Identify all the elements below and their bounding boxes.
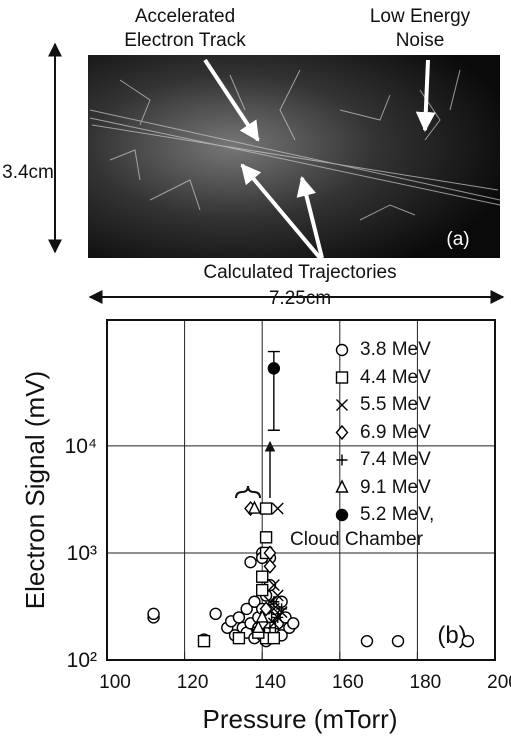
brace	[235, 485, 261, 499]
legend-label: 3.8 MeV	[360, 339, 431, 360]
track-label: Electron Track	[124, 30, 246, 51]
marker	[461, 634, 475, 648]
legend-marker	[335, 343, 349, 357]
marker	[197, 634, 211, 648]
marker	[209, 607, 222, 621]
marker	[264, 622, 276, 634]
x-tick-label: 160	[332, 672, 364, 693]
legend-label: 7.4 MeV	[360, 449, 431, 470]
marker	[256, 583, 269, 597]
noise-label: Low Energy	[370, 6, 471, 27]
photo-tracks	[89, 69, 501, 221]
x-axis-title: Pressure (mTorr)	[202, 704, 397, 734]
legend-marker	[336, 454, 348, 466]
trajectory-label: Calculated Trajectories	[203, 262, 396, 283]
height-label: 3.4cm	[2, 162, 54, 183]
x-tick-label: 180	[410, 672, 442, 693]
marker	[267, 362, 281, 375]
marker	[276, 603, 288, 615]
marker	[256, 570, 269, 583]
x-tick-label: 200	[487, 672, 511, 693]
marker	[248, 595, 261, 608]
marker	[251, 619, 265, 633]
width-label: 7.25cm	[269, 288, 331, 309]
marker	[267, 631, 281, 645]
marker	[255, 609, 269, 623]
legend-label: 4.4 MeV	[360, 366, 431, 388]
marker	[272, 611, 284, 623]
marker	[232, 611, 246, 624]
legend-marker	[335, 371, 349, 384]
plot-frame	[106, 319, 496, 661]
marker	[271, 502, 284, 515]
noise-label: Noise	[396, 30, 445, 51]
legend-marker	[336, 399, 348, 411]
marker	[247, 500, 262, 514]
legend-marker	[335, 479, 349, 493]
legend-label: 9.1 MeV	[360, 476, 431, 498]
marker	[263, 558, 277, 574]
legend-label: 5.5 MeV	[360, 394, 431, 415]
y-tick-label: 10²	[67, 649, 97, 672]
x-tick-label: 100	[99, 672, 131, 693]
marker	[287, 617, 300, 630]
marker	[259, 531, 273, 544]
panel-label: (a)	[446, 229, 469, 250]
x-tick-label: 120	[177, 672, 209, 693]
marker	[391, 634, 405, 648]
legend-label: 5.2 MeV, Cloud Chamber	[290, 504, 435, 550]
track-label: Accelerated	[135, 6, 235, 27]
photo-arrows	[203, 58, 436, 260]
marker	[259, 502, 273, 515]
legend-marker	[335, 508, 349, 522]
x-tick-label: 140	[254, 672, 286, 693]
y-axis-title: Electron Signal (mV)	[20, 371, 50, 609]
marker	[267, 579, 280, 592]
y-tick-label: 10³	[67, 542, 97, 565]
panel-label: (b)	[437, 622, 466, 649]
marker	[147, 607, 160, 621]
legend-label: 6.9 MeV	[360, 421, 431, 443]
y-tick-label: 10⁴	[65, 435, 97, 458]
marker	[268, 596, 280, 608]
marker	[244, 555, 257, 569]
marker	[360, 634, 374, 648]
legend-marker	[335, 424, 349, 441]
marker	[232, 631, 246, 645]
marker	[240, 602, 253, 616]
